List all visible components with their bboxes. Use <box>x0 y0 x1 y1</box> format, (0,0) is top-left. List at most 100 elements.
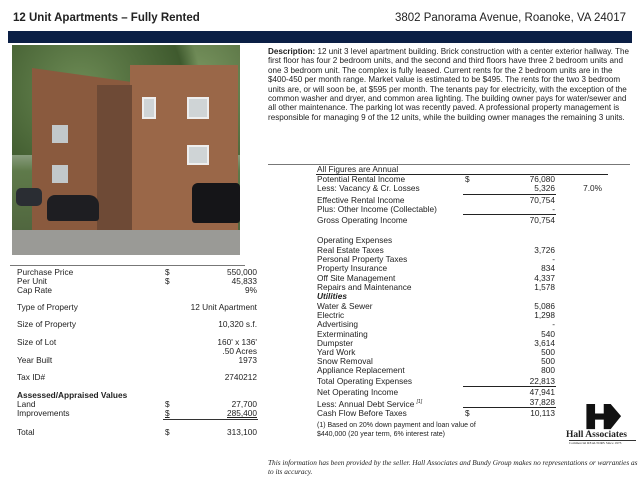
value: 5,086 <box>534 301 555 311</box>
value: 37,828 <box>529 397 555 407</box>
divider <box>10 265 245 266</box>
label: Snow Removal <box>317 356 373 367</box>
value: 47,941 <box>529 387 555 397</box>
value: 540 <box>541 328 555 339</box>
value: 800 <box>541 365 555 376</box>
logo-name: Hall Associates <box>566 430 627 440</box>
label: Type of Property <box>17 302 78 312</box>
value: 1,578 <box>534 281 555 292</box>
value: 3,726 <box>534 245 555 255</box>
car <box>47 195 99 221</box>
rule <box>163 419 258 420</box>
label: Effective Rental Income <box>317 195 405 205</box>
property-photo <box>12 45 240 255</box>
currency: $ <box>165 267 170 277</box>
description: Description: 12 unit 3 level apartment b… <box>268 47 632 122</box>
page-title: 12 Unit Apartments – Fully Rented <box>13 12 200 24</box>
value: 160' x 136' <box>217 337 257 347</box>
description-label: Description: <box>268 47 316 56</box>
footnote-line: (1) Based on 20% down payment and loan v… <box>317 422 476 429</box>
label: Water & Sewer <box>317 301 373 311</box>
label: Less: Vacancy & Cr. Losses <box>317 183 420 193</box>
label: Assessed/Appraised Values <box>17 390 128 400</box>
label: Size of Property <box>17 319 77 329</box>
label: Off Site Management <box>317 272 396 283</box>
value: 1973 <box>238 355 257 365</box>
rule <box>463 407 556 408</box>
value: 834 <box>541 263 555 274</box>
label: Potential Rental Income <box>317 174 406 184</box>
rule <box>463 194 556 195</box>
label: Real Estate Taxes <box>317 245 384 255</box>
label: Less: Annual Debt Service <box>317 398 415 409</box>
label: Appliance Replacement <box>317 365 405 376</box>
label: Purchase Price <box>17 267 74 277</box>
rule <box>463 386 556 387</box>
value: 10,113 <box>530 408 555 418</box>
value: 76,080 <box>529 174 555 184</box>
label: Total <box>17 427 35 437</box>
value: .50 Acres <box>222 346 257 356</box>
label: Gross Operating Income <box>317 215 408 225</box>
header-bar <box>8 31 632 43</box>
currency: $ <box>465 174 470 184</box>
value: 550,000 <box>227 267 257 277</box>
label: Advertising <box>317 319 359 330</box>
value: 5,326 <box>534 183 555 193</box>
label: Net Operating Income <box>317 387 399 397</box>
label: Year Built <box>17 355 53 365</box>
building-corner <box>97 85 132 235</box>
window <box>187 97 209 119</box>
value: 3,614 <box>534 337 555 348</box>
label: Improvements <box>17 408 70 418</box>
label: Plus: Other Income (Collectable) <box>317 204 437 214</box>
label: Size of Lot <box>17 337 57 347</box>
label: Tax ID# <box>17 372 46 382</box>
value: 2740212 <box>224 372 257 382</box>
value: - <box>552 319 555 330</box>
window <box>187 145 209 165</box>
value: - <box>552 254 555 265</box>
label: Per Unit <box>17 276 47 286</box>
value: 12 Unit Apartment <box>190 302 257 312</box>
value: 1,298 <box>534 310 555 321</box>
parking-lot <box>12 230 240 255</box>
logo-h-icon <box>586 404 622 430</box>
value: 45,833 <box>231 276 257 286</box>
label: Repairs and Maintenance <box>317 281 412 292</box>
car <box>192 183 240 223</box>
value: 70,754 <box>529 215 555 225</box>
value: 10,320 s.f. <box>218 319 257 329</box>
label: Personal Property Taxes <box>317 254 408 265</box>
property-address: 3802 Panorama Avenue, Roanoke, VA 24017 <box>394 12 626 24</box>
value: - <box>552 204 555 214</box>
currency: $ <box>165 408 170 418</box>
currency: $ <box>165 276 170 286</box>
label: Yard Work <box>317 347 356 357</box>
percent: 7.0% <box>583 183 602 193</box>
window <box>52 125 68 143</box>
currency: $ <box>165 427 170 437</box>
value: 70,754 <box>529 195 555 205</box>
label: Cash Flow Before Taxes <box>317 408 407 418</box>
label: Operating Expenses <box>317 235 393 245</box>
rule <box>463 214 556 215</box>
disclaimer: This information has been provided by th… <box>268 458 638 476</box>
value: 22,813 <box>529 376 555 386</box>
window <box>52 165 68 183</box>
divider <box>268 164 630 165</box>
footnote-marker: [1] <box>416 399 423 405</box>
label: Cap Rate <box>17 285 53 295</box>
label: Dumpster <box>317 337 353 348</box>
value: 313,100 <box>227 427 257 437</box>
footnote-line: $440,000 (20 year term, 6% interest rate… <box>317 431 446 438</box>
description-text: 12 unit 3 level apartment building. Bric… <box>268 47 629 122</box>
currency: $ <box>165 399 170 409</box>
label: Electric <box>317 310 345 321</box>
window <box>142 97 156 119</box>
hall-associates-logo: Hall Associates Commercial REALTORS Sinc… <box>566 404 636 446</box>
label: Property Insurance <box>317 263 388 274</box>
value: 9% <box>245 285 257 295</box>
label: Utilities <box>317 291 347 301</box>
currency: $ <box>465 408 470 418</box>
